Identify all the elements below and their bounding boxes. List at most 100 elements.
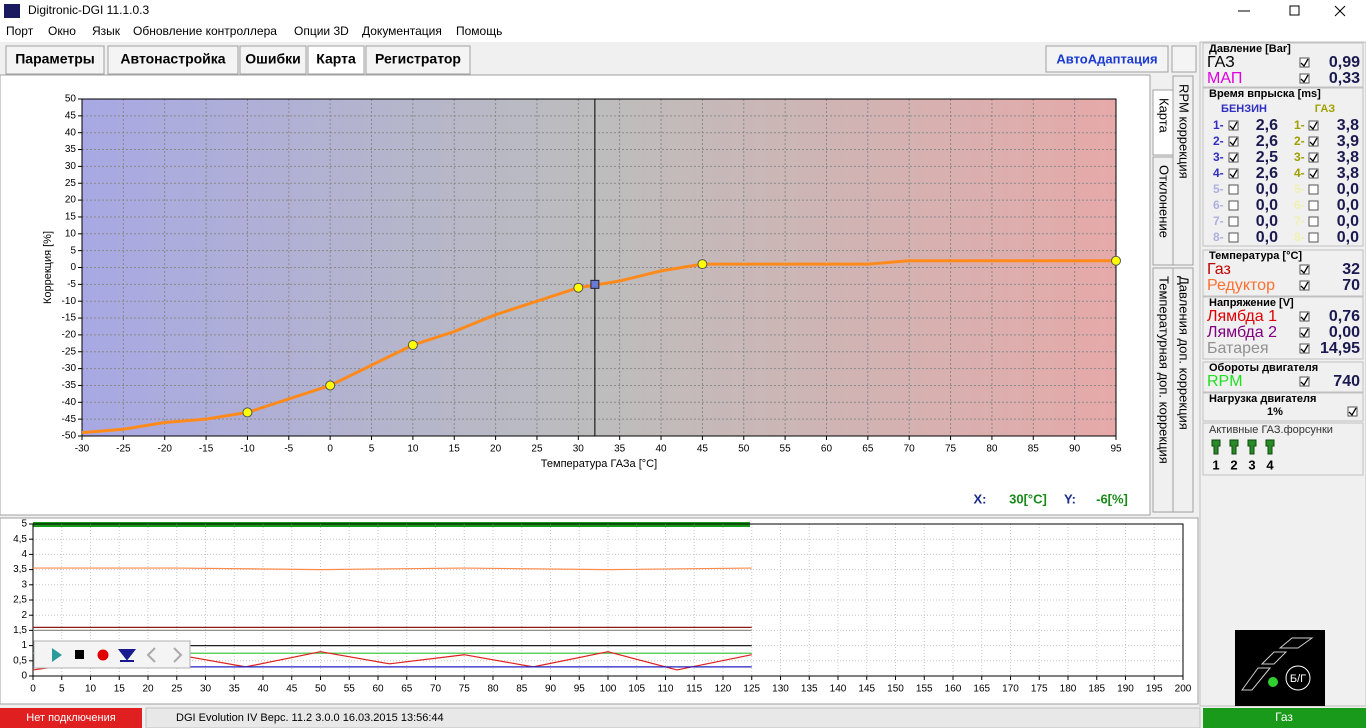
side-tab[interactable] bbox=[1152, 156, 1174, 266]
point-marker[interactable] bbox=[1111, 255, 1121, 266]
checkbox[interactable] bbox=[1228, 168, 1239, 179]
row-label: Редуктор bbox=[1207, 277, 1275, 294]
tab-label[interactable]: Карта bbox=[316, 51, 356, 67]
y-tick-label: -25 bbox=[62, 346, 77, 357]
x-tick-label: 45 bbox=[697, 444, 709, 455]
tab-label[interactable]: Регистратор bbox=[375, 51, 461, 67]
y-tick-label: 0,5 bbox=[13, 655, 27, 666]
x-tick-label: -5 bbox=[284, 444, 293, 455]
side-tab-label[interactable]: Температурная доп. коррекция bbox=[1157, 276, 1172, 464]
check-tick bbox=[1229, 153, 1238, 163]
point-marker[interactable] bbox=[407, 340, 418, 351]
prev-button[interactable] bbox=[146, 647, 156, 663]
tab-label[interactable]: Параметры bbox=[15, 51, 95, 67]
checkbox[interactable] bbox=[1308, 152, 1319, 163]
checkbox[interactable] bbox=[1228, 216, 1239, 227]
x-tick-label: 65 bbox=[401, 684, 413, 695]
tab-label[interactable]: Ошибки bbox=[245, 51, 300, 67]
play-button[interactable] bbox=[52, 648, 62, 662]
x-tick-label: 95 bbox=[1110, 444, 1122, 455]
column-header: ГАЗ bbox=[1315, 103, 1335, 115]
menu-item[interactable]: Помощь bbox=[456, 24, 502, 38]
tab[interactable] bbox=[365, 45, 471, 75]
checkbox[interactable] bbox=[1228, 136, 1239, 147]
checkbox[interactable] bbox=[1308, 136, 1319, 147]
side-tab-label[interactable]: Отклонение bbox=[1157, 165, 1172, 238]
tab[interactable] bbox=[107, 45, 239, 75]
checkbox[interactable] bbox=[1308, 120, 1319, 131]
menu-item[interactable]: Документация bbox=[362, 24, 442, 38]
mode-circle bbox=[1285, 665, 1311, 691]
checkbox[interactable] bbox=[1228, 184, 1239, 195]
checkbox[interactable] bbox=[1299, 73, 1310, 84]
point-marker[interactable] bbox=[697, 259, 708, 270]
checkbox[interactable] bbox=[1308, 216, 1319, 227]
checkbox[interactable] bbox=[1308, 168, 1319, 179]
auto-button-label[interactable]: АвтоАдаптация bbox=[1056, 51, 1157, 66]
menu-item[interactable]: Опции 3D bbox=[294, 24, 349, 38]
side-tab-label[interactable]: Карта bbox=[1157, 98, 1172, 134]
x-tick-label: 155 bbox=[916, 684, 933, 695]
side-tab-label[interactable]: Давления доп. коррекция bbox=[1177, 276, 1192, 430]
check-tick bbox=[1309, 169, 1318, 179]
checkbox[interactable] bbox=[1228, 232, 1239, 243]
checkbox[interactable] bbox=[1228, 152, 1239, 163]
y-tick-label: -10 bbox=[62, 296, 77, 307]
tool-button[interactable] bbox=[1171, 45, 1197, 73]
maximize[interactable] bbox=[1289, 5, 1300, 16]
injector-label: 3- bbox=[1294, 150, 1305, 164]
injector-label: 8- bbox=[1294, 230, 1305, 244]
checkbox[interactable] bbox=[1308, 184, 1319, 195]
checkbox[interactable] bbox=[1228, 120, 1239, 131]
checkbox[interactable] bbox=[1299, 280, 1310, 291]
menu-item[interactable]: Порт bbox=[6, 24, 34, 38]
close[interactable] bbox=[1334, 5, 1346, 17]
side-tab-label[interactable]: RPM коррекция bbox=[1177, 84, 1192, 179]
point-marker[interactable] bbox=[242, 407, 253, 418]
injection-value: 3,8 bbox=[1337, 117, 1359, 134]
x-tick-label: 80 bbox=[986, 444, 998, 455]
mode-indicator bbox=[1235, 630, 1325, 706]
tab-label[interactable]: Автонастройка bbox=[120, 51, 225, 67]
row-value: 14,95 bbox=[1320, 340, 1360, 357]
x-tick-label: 175 bbox=[1031, 684, 1048, 695]
auto-button[interactable] bbox=[1045, 45, 1169, 73]
down-button[interactable] bbox=[117, 649, 137, 662]
row-label: Лямбда 1 bbox=[1207, 308, 1277, 325]
group-title: Обороты двигателя bbox=[1209, 362, 1318, 374]
checkbox[interactable] bbox=[1299, 57, 1310, 68]
checkbox[interactable] bbox=[1228, 200, 1239, 211]
checkbox[interactable] bbox=[1299, 264, 1310, 275]
menu-item[interactable]: Обновление контроллера bbox=[133, 24, 277, 38]
checkbox[interactable] bbox=[1308, 232, 1319, 243]
menu-item[interactable]: Язык bbox=[92, 24, 121, 38]
record-button[interactable] bbox=[97, 649, 109, 661]
checkbox[interactable] bbox=[1299, 311, 1310, 322]
point-marker[interactable] bbox=[325, 380, 336, 391]
checkbox[interactable] bbox=[1299, 376, 1310, 387]
row-label: Газ bbox=[1207, 261, 1231, 278]
x-tick-label: 5 bbox=[59, 684, 65, 695]
x-tick-label: 145 bbox=[858, 684, 875, 695]
x-tick-label: 15 bbox=[449, 444, 461, 455]
y-tick-label: -15 bbox=[62, 313, 77, 324]
check-tick bbox=[1300, 74, 1309, 84]
menu-item[interactable]: Окно bbox=[48, 24, 76, 38]
point-marker[interactable] bbox=[573, 282, 584, 293]
next-button[interactable] bbox=[173, 647, 183, 663]
y-tick-label: -40 bbox=[62, 397, 77, 408]
checkbox[interactable] bbox=[1347, 406, 1358, 417]
x-tick-label: 60 bbox=[821, 444, 833, 455]
tab[interactable] bbox=[307, 45, 365, 75]
side-tab[interactable] bbox=[1152, 267, 1174, 513]
x-tick-label: 45 bbox=[286, 684, 298, 695]
injector-label: 7- bbox=[1213, 214, 1224, 228]
checkbox[interactable] bbox=[1299, 327, 1310, 338]
stop-button[interactable] bbox=[75, 650, 84, 659]
injection-value: 0,0 bbox=[1337, 197, 1359, 214]
x-tick-label: 135 bbox=[801, 684, 818, 695]
checkbox[interactable] bbox=[1308, 200, 1319, 211]
tab[interactable] bbox=[239, 45, 307, 75]
tab[interactable] bbox=[5, 45, 105, 75]
checkbox[interactable] bbox=[1299, 343, 1310, 354]
